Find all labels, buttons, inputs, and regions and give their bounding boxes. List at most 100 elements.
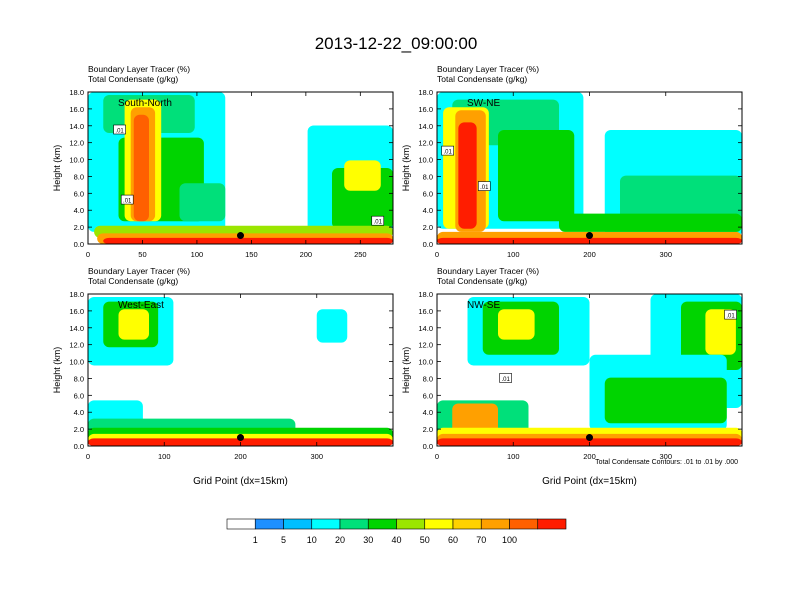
y-tick-label: 14.0 [69,122,84,131]
y-tick-label: 16.0 [69,105,84,114]
panel-label: NW-SE [467,300,500,311]
field-region [498,130,575,222]
contour-label-box [724,309,737,320]
contour-label: .01 [115,129,124,135]
x-axis-label: Grid Point (dx=15km) [542,476,637,487]
y-tick-label: 12.0 [69,341,84,350]
x-tick-label: 200 [300,250,313,259]
x-tick-label: 300 [659,452,672,461]
colorbar-label: 1 [253,535,258,545]
y-tick-label: 4.0 [74,206,84,215]
y-tick-label: 2.0 [423,223,433,232]
colorbar-label: 40 [391,535,401,545]
y-tick-label: 8.0 [423,374,433,383]
x-tick-label: 300 [310,452,323,461]
panel-subtitle: Total Condensate (g/kg) [88,276,178,286]
colorbar-swatch [509,518,539,530]
field-region [705,309,736,355]
field-region [498,309,535,340]
colorbar-swatch [452,518,482,530]
y-tick-label: 6.0 [74,189,84,198]
colorbar-swatch [283,518,313,530]
colorbar-swatch [311,518,341,530]
colorbar-swatch [480,518,510,530]
x-tick-label: 200 [583,452,596,461]
x-tick-label: 100 [158,452,171,461]
field-region [316,309,348,343]
field-region [458,122,477,229]
y-axis-label: Height (km) [52,347,62,394]
location-marker [586,232,593,240]
y-tick-label: 4.0 [423,206,433,215]
x-tick-label: 50 [138,250,146,259]
colorbar-swatch [367,518,397,530]
x-tick-label: 100 [507,452,520,461]
colorbar-swatch [339,518,369,530]
y-tick-label: 12.0 [69,139,84,148]
colorbar-label: 30 [363,535,373,545]
plot-frame [87,91,394,245]
y-tick-label: 18.0 [69,290,84,299]
x-tick-label: 200 [583,250,596,259]
figure-title: 2013-12-22_09:00:00 [315,34,478,53]
panel-title: Boundary Layer Tracer (%) [437,64,539,74]
field-region [103,237,393,244]
location-marker [237,434,244,442]
y-tick-label: 14.0 [418,324,433,333]
y-tick-label: 12.0 [418,341,433,350]
panel-sw-ne: Boundary Layer Tracer (%)Total Condensat… [401,64,743,259]
contour-label: .01 [374,220,383,226]
x-tick-label: 0 [86,452,90,461]
y-tick-label: 16.0 [418,105,433,114]
y-tick-label: 8.0 [423,172,433,181]
field-region [604,377,727,424]
colorbar-label: 5 [281,535,286,545]
colorbar-label: 20 [335,535,345,545]
contour-label-box [477,181,491,191]
colorbar-swatch [396,518,426,530]
colorbar-label: 50 [420,535,430,545]
y-tick-label: 2.0 [74,223,84,232]
colorbar-swatch [226,518,256,530]
y-tick-label: 0.0 [74,442,84,451]
y-tick-label: 16.0 [418,307,433,316]
contour-label: .01 [480,185,489,191]
contour-label-box [499,373,512,383]
field-region [118,309,149,340]
panel-subtitle: Total Condensate (g/kg) [437,74,527,84]
y-tick-label: 10.0 [418,156,433,165]
contour-label-box [371,215,385,226]
y-tick-label: 4.0 [74,408,84,417]
colorbar-swatch [254,518,284,530]
colorbar-swatch [537,518,567,530]
contour-footnote: Total Condensate Contours: .01 to .01 by… [595,459,738,466]
x-tick-label: 300 [659,250,672,259]
panel-title: Boundary Layer Tracer (%) [88,266,190,276]
x-tick-label: 100 [507,250,520,259]
contour-label: .01 [444,150,453,156]
field-region [452,403,498,434]
y-tick-label: 4.0 [423,408,433,417]
y-tick-label: 6.0 [74,391,84,400]
colorbar-label: 70 [476,535,486,545]
panel-nw-se: Boundary Layer Tracer (%)Total Condensat… [401,266,743,487]
x-tick-label: 200 [234,452,247,461]
y-tick-label: 12.0 [418,139,433,148]
y-tick-label: 8.0 [74,374,84,383]
panel-south-north: Boundary Layer Tracer (%)Total Condensat… [52,64,394,259]
panel-subtitle: Total Condensate (g/kg) [437,276,527,286]
field-region [133,114,149,222]
y-tick-label: 10.0 [69,358,84,367]
y-tick-label: 16.0 [69,307,84,316]
contour-label-box [113,124,126,135]
y-tick-label: 18.0 [69,88,84,97]
panel-subtitle: Total Condensate (g/kg) [88,74,178,84]
x-tick-label: 0 [435,250,439,259]
panel-title: Boundary Layer Tracer (%) [88,64,190,74]
y-tick-label: 6.0 [423,391,433,400]
x-tick-label: 100 [191,250,204,259]
y-tick-label: 10.0 [69,156,84,165]
x-tick-label: 0 [86,250,90,259]
colorbar: 1 5 10 20 30 40 50 60 70 100 [226,518,567,545]
